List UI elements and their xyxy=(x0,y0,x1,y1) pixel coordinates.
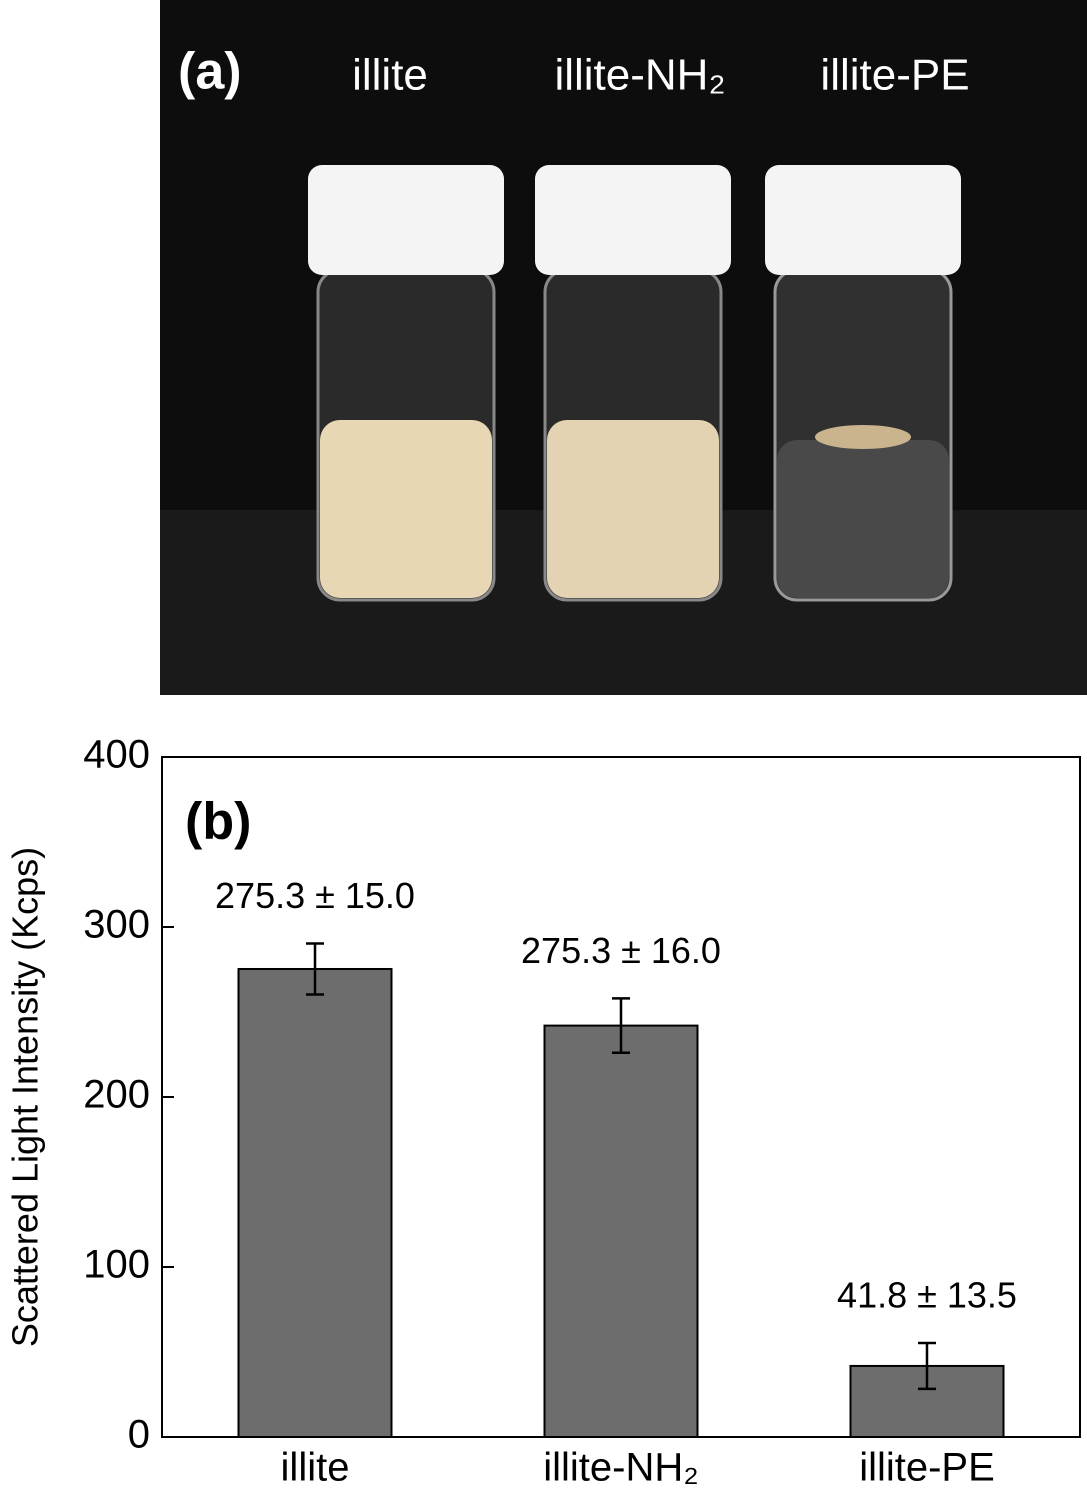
panel-label: (b) xyxy=(185,793,251,851)
bar xyxy=(237,967,393,1438)
x-tick-label: illite-NH₂ xyxy=(543,1446,699,1490)
vial xyxy=(308,165,504,602)
data-annotation: 275.3 ± 15.0 xyxy=(215,875,415,916)
vial xyxy=(535,165,731,602)
y-tick-label: 100 xyxy=(83,1243,150,1287)
x-tick-label: illite-PE xyxy=(859,1446,995,1490)
photo-label: illite-NH₂ xyxy=(554,51,725,100)
vial xyxy=(765,165,961,602)
y-tick-label: 0 xyxy=(128,1413,150,1457)
photo-label: illite-PE xyxy=(820,51,969,100)
error-bar xyxy=(612,997,630,1055)
photo-panel: (a) illite illite-NH₂ illite-PE xyxy=(160,0,1087,695)
y-tick-label: 400 xyxy=(83,733,150,777)
panel-label: (a) xyxy=(178,43,242,101)
photo-label: illite xyxy=(352,51,428,100)
error-bar xyxy=(918,1341,936,1391)
data-annotation: 41.8 ± 13.5 xyxy=(837,1275,1017,1316)
bar xyxy=(543,1024,699,1438)
data-annotation: 275.3 ± 16.0 xyxy=(521,930,721,971)
y-tick-label: 300 xyxy=(83,903,150,947)
x-tick-label: illite xyxy=(281,1446,350,1490)
y-axis-label: Scattered Light Intensity (Kcps) xyxy=(5,847,46,1347)
error-bar xyxy=(306,942,324,996)
y-tick-label: 200 xyxy=(83,1073,150,1117)
